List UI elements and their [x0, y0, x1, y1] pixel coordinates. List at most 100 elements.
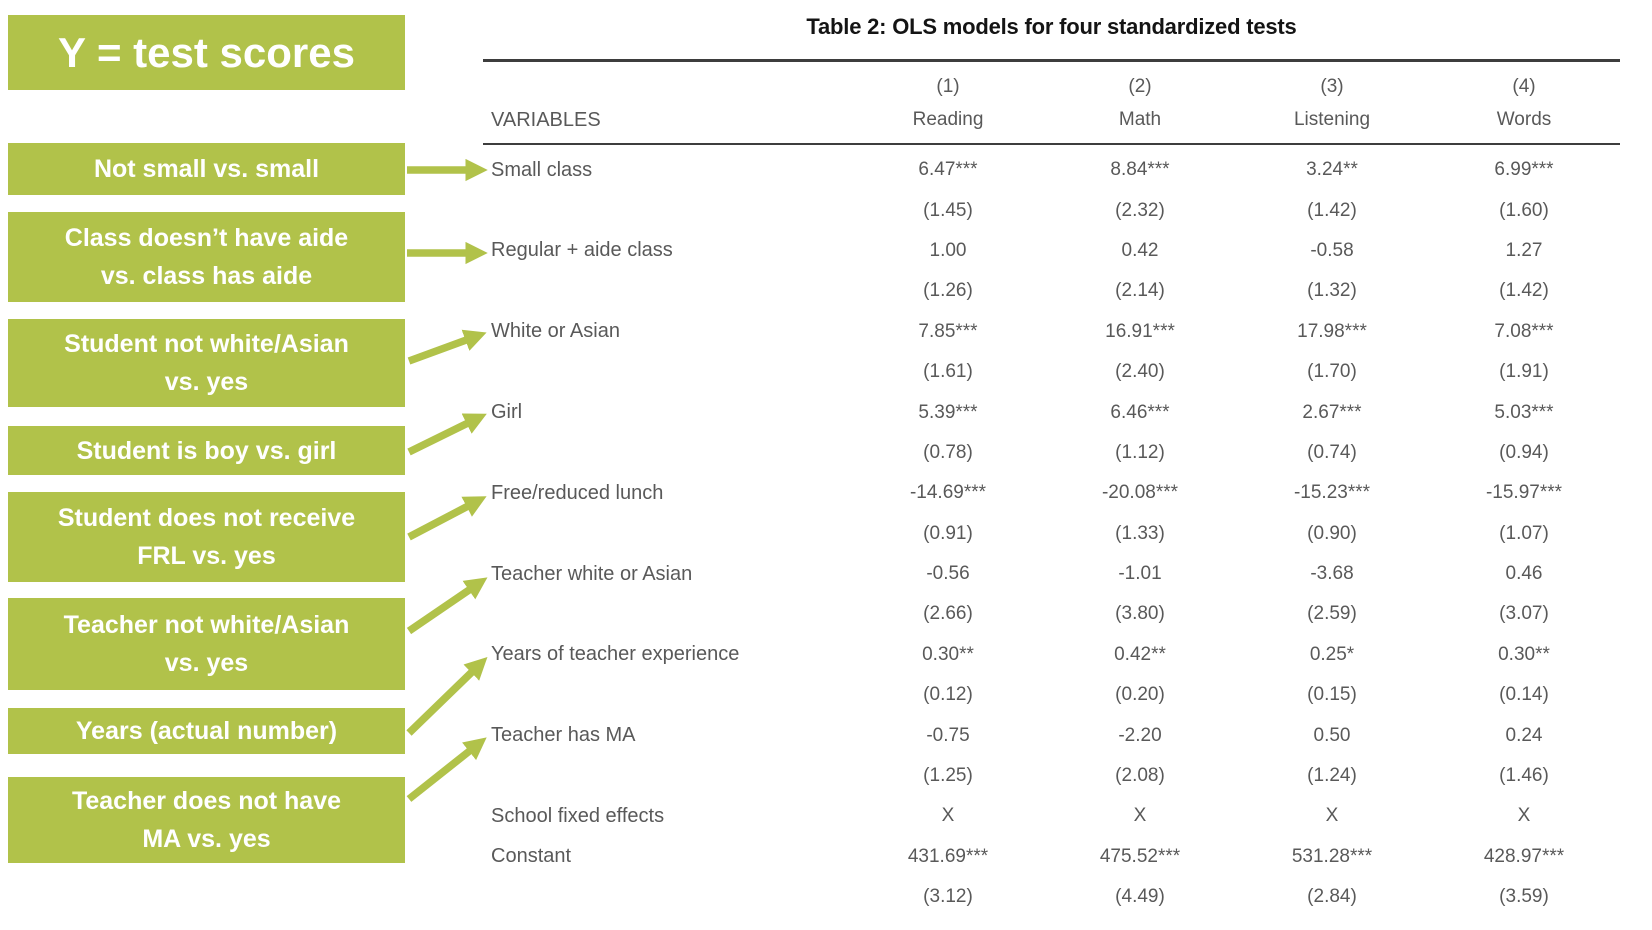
arrow-to-free-reduced-lunch-icon: [407, 496, 487, 541]
std-error-value: (0.20): [1115, 684, 1165, 706]
annotation-text: Y = test scores: [58, 29, 355, 76]
coefficient-value: -14.69***: [909, 482, 987, 504]
model-number: (3): [1320, 76, 1344, 97]
std-error-value: (2.66): [923, 603, 973, 625]
std-error-value: (1.26): [923, 280, 973, 302]
table-top-rule: [483, 59, 1620, 62]
coefficient-value: 431.69***: [907, 845, 989, 867]
coefficient-value: 6.99***: [1494, 159, 1554, 181]
annotation-text: vs. yes: [164, 649, 249, 677]
std-error-value: (2.40): [1115, 361, 1165, 383]
row-label: Girl: [491, 401, 523, 424]
coefficient-value: 6.46***: [1110, 401, 1170, 423]
std-error-value: (3.12): [923, 886, 973, 908]
variables-header: VARIABLES: [491, 108, 601, 131]
column-header-words: Words: [1496, 109, 1552, 130]
coefficient-value: 0.42: [1121, 239, 1159, 261]
std-error-value: (1.25): [923, 765, 973, 787]
coefficient-value: 3.24**: [1306, 159, 1358, 181]
annotation-box-small-class: Not small vs. small: [8, 143, 405, 195]
annotation-text: Years (actual number): [75, 717, 338, 745]
table-header-rule: [483, 143, 1620, 145]
annotation-text: FRL vs. yes: [137, 542, 276, 570]
table-row-std-errors: (1.61) (2.40) (1.70) (1.91): [483, 352, 1620, 392]
arrow-to-girl-icon: [407, 413, 487, 456]
coefficient-value: X: [1325, 805, 1339, 827]
coefficient-value: 0.30**: [1498, 643, 1550, 665]
coefficient-value: -1.01: [1118, 563, 1162, 585]
arrow-to-years-experience-icon: [406, 656, 488, 736]
table-row: School fixed effects X X X X: [483, 796, 1620, 836]
coefficient-value: 6.47***: [918, 159, 978, 181]
column-header-listening: Listening: [1293, 109, 1371, 130]
annotation-box-teacher-ma: Teacher does not have MA vs. yes: [8, 777, 405, 863]
coefficient-value: 0.30**: [922, 643, 974, 665]
coefficient-value: 1.27: [1505, 239, 1543, 261]
annotation-text: Teacher does not have: [71, 787, 342, 815]
std-error-value: (0.12): [923, 684, 973, 706]
model-number: (2): [1128, 76, 1152, 97]
std-error-value: (2.84): [1307, 886, 1357, 908]
table-title: Table 2: OLS models for four standardize…: [806, 14, 1297, 39]
table-row: Teacher white or Asian -0.56 -1.01 -3.68 0.4…: [483, 554, 1620, 594]
row-label: Teacher has MA: [491, 724, 636, 747]
table-row-std-errors: (2.66) (3.80) (2.59) (3.07): [483, 594, 1620, 634]
std-error-value: (3.07): [1499, 603, 1549, 625]
coefficient-value: 475.52***: [1099, 845, 1181, 867]
annotation-text: Student is boy vs. girl: [76, 436, 337, 465]
table-row: Regular + aide class 1.00 0.42 -0.58 1.27: [483, 231, 1620, 271]
std-error-value: (1.60): [1499, 199, 1549, 221]
arrow-to-white-or-asian-icon: [407, 329, 487, 365]
row-label: Free/reduced lunch: [491, 481, 664, 504]
coefficient-value: -0.56: [926, 563, 970, 585]
model-number: (1): [936, 76, 960, 97]
table-row-std-errors: (0.91) (1.33) (0.90) (1.07): [483, 514, 1620, 554]
annotation-text: Student not white/Asian: [64, 330, 349, 358]
annotation-text: MA vs. yes: [142, 825, 271, 853]
std-error-value: (0.94): [1499, 441, 1549, 463]
std-error-value: (2.08): [1115, 765, 1165, 787]
annotation-box-aide-class: Class doesn’t have aide vs. class has ai…: [8, 212, 405, 302]
coefficient-value: -15.23***: [1293, 482, 1371, 504]
std-error-value: (0.90): [1307, 522, 1357, 544]
coefficient-value: 7.08***: [1494, 320, 1554, 342]
annotation-text: Teacher not white/Asian: [63, 611, 350, 639]
coefficient-value: 0.25*: [1309, 643, 1355, 665]
table-row-std-errors: (0.12) (0.20) (0.15) (0.14): [483, 675, 1620, 715]
table-row: Free/reduced lunch -14.69*** -20.08*** -15.…: [483, 473, 1620, 513]
row-label: Regular + aide class: [491, 239, 673, 262]
table-row-std-errors: (0.78) (1.12) (0.74) (0.94): [483, 433, 1620, 473]
table-row: Constant 431.69*** 475.52*** 531.28*** 428.9…: [483, 837, 1620, 877]
std-error-value: (4.49): [1115, 886, 1165, 908]
std-error-value: (1.42): [1307, 199, 1357, 221]
coefficient-value: -0.75: [926, 724, 970, 746]
std-error-value: (1.12): [1115, 441, 1165, 463]
table-row: Girl 5.39*** 6.46*** 2.67*** 5.03***: [483, 392, 1620, 432]
std-error-value: (1.07): [1499, 522, 1549, 544]
coefficient-value: 428.97***: [1483, 845, 1565, 867]
coefficient-value: -15.97***: [1485, 482, 1563, 504]
coefficient-value: 2.67***: [1302, 401, 1362, 423]
coefficient-value: 16.91***: [1105, 320, 1175, 342]
annotation-box-years: Years (actual number): [8, 708, 405, 754]
table-row-std-errors: (1.25) (2.08) (1.24) (1.46): [483, 756, 1620, 796]
std-error-value: (1.33): [1115, 522, 1165, 544]
coefficient-value: 8.84***: [1110, 159, 1170, 181]
annotation-text: vs. yes: [164, 368, 249, 396]
row-label: White or Asian: [491, 320, 620, 343]
coefficient-value: 0.46: [1505, 563, 1543, 585]
coefficient-value: 5.03***: [1494, 401, 1554, 423]
std-error-value: (0.15): [1307, 684, 1357, 706]
coefficient-value: X: [941, 805, 955, 827]
std-error-value: (2.32): [1115, 199, 1165, 221]
std-error-value: (1.61): [923, 361, 973, 383]
coefficient-value: 17.98***: [1297, 320, 1367, 342]
std-error-value: (0.78): [923, 441, 973, 463]
std-error-value: (1.46): [1499, 765, 1549, 787]
annotation-box-student-white-asian: Student not white/Asian vs. yes: [8, 319, 405, 407]
annotation-text: vs. class has aide: [100, 262, 313, 290]
coefficient-value: 0.24: [1505, 724, 1543, 746]
column-header-math: Math: [1118, 109, 1162, 130]
coefficient-value: -20.08***: [1101, 482, 1179, 504]
